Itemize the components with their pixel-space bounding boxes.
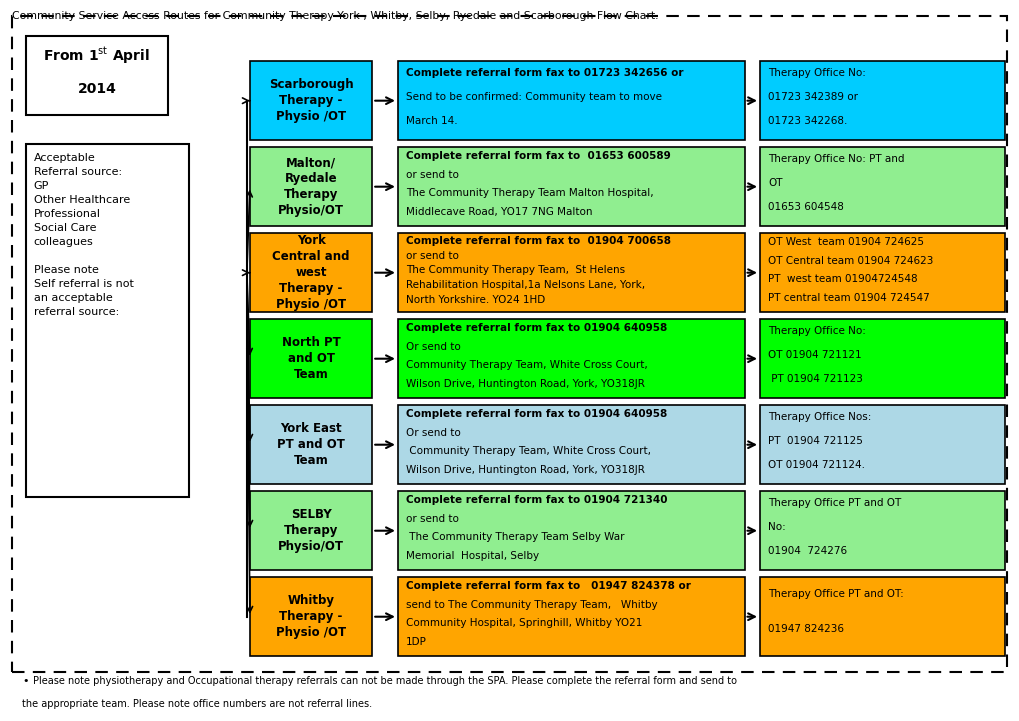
Text: From 1$^{\mathrm{st}}$ April: From 1$^{\mathrm{st}}$ April <box>44 45 150 66</box>
Text: Memorial  Hospital, Selby: Memorial Hospital, Selby <box>406 551 539 560</box>
Text: Please note physiotherapy and Occupational therapy referrals can not be made thr: Please note physiotherapy and Occupation… <box>33 676 736 686</box>
Text: 01947 824236: 01947 824236 <box>767 624 844 634</box>
FancyBboxPatch shape <box>250 491 372 570</box>
Text: Complete referral form fax to 01723 342656 or: Complete referral form fax to 01723 3426… <box>406 68 683 78</box>
Text: 01723 342389 or: 01723 342389 or <box>767 92 857 102</box>
Text: Whitby
Therapy -
Physio /OT: Whitby Therapy - Physio /OT <box>276 594 345 640</box>
FancyBboxPatch shape <box>397 319 744 398</box>
Text: 01653 604548: 01653 604548 <box>767 202 843 212</box>
Text: Or send to: Or send to <box>406 342 461 352</box>
FancyBboxPatch shape <box>397 61 744 141</box>
Text: Therapy Office No:: Therapy Office No: <box>767 68 865 78</box>
FancyBboxPatch shape <box>250 319 372 398</box>
Text: or send to: or send to <box>406 514 459 523</box>
FancyBboxPatch shape <box>759 319 1004 398</box>
Text: Complete referral form fax to 01904 640958: Complete referral form fax to 01904 6409… <box>406 323 666 333</box>
Text: Scarborough
Therapy -
Physio /OT: Scarborough Therapy - Physio /OT <box>269 78 353 123</box>
FancyBboxPatch shape <box>25 144 189 497</box>
FancyBboxPatch shape <box>397 147 744 226</box>
FancyBboxPatch shape <box>759 491 1004 570</box>
Text: OT Central team 01904 724623: OT Central team 01904 724623 <box>767 256 932 266</box>
Text: Community Service Access Routes for Community Therapy York , Whitby, Selby, Ryed: Community Service Access Routes for Comm… <box>12 11 658 21</box>
Text: Wilson Drive, Huntington Road, York, YO318JR: Wilson Drive, Huntington Road, York, YO3… <box>406 464 644 474</box>
Text: •: • <box>22 676 29 686</box>
Text: OT 01904 721121: OT 01904 721121 <box>767 350 861 360</box>
Text: Acceptable
Referral source:
GP
Other Healthcare
Professional
Social Care
colleag: Acceptable Referral source: GP Other Hea… <box>34 153 133 317</box>
Text: OT West  team 01904 724625: OT West team 01904 724625 <box>767 237 923 247</box>
Text: North PT
and OT
Team: North PT and OT Team <box>281 336 340 381</box>
FancyBboxPatch shape <box>759 577 1004 656</box>
FancyBboxPatch shape <box>759 61 1004 141</box>
Text: Malton/
Ryedale
Therapy
Physio/OT: Malton/ Ryedale Therapy Physio/OT <box>278 156 343 217</box>
FancyBboxPatch shape <box>759 147 1004 226</box>
FancyBboxPatch shape <box>25 36 168 115</box>
Text: 01723 342268.: 01723 342268. <box>767 116 847 126</box>
Text: Complete referral form fax to  01653 600589: Complete referral form fax to 01653 6005… <box>406 151 671 162</box>
Text: The Community Therapy Team Selby War: The Community Therapy Team Selby War <box>406 532 624 542</box>
FancyBboxPatch shape <box>250 233 372 312</box>
Text: Complete referral form fax to   01947 824378 or: Complete referral form fax to 01947 8243… <box>406 581 690 591</box>
Text: Or send to: Or send to <box>406 428 461 438</box>
Text: Complete referral form fax to 01904 721340: Complete referral form fax to 01904 7213… <box>406 495 666 505</box>
Text: March 14.: March 14. <box>406 116 458 126</box>
Text: SELBY
Therapy
Physio/OT: SELBY Therapy Physio/OT <box>278 508 343 553</box>
FancyBboxPatch shape <box>759 405 1004 485</box>
Text: 01904  724276: 01904 724276 <box>767 546 847 556</box>
Text: Therapy Office PT and OT:: Therapy Office PT and OT: <box>767 589 903 599</box>
Text: Community Hospital, Springhill, Whitby YO21: Community Hospital, Springhill, Whitby Y… <box>406 618 642 628</box>
Text: Therapy Office No:: Therapy Office No: <box>767 326 865 336</box>
Text: PT  01904 721125: PT 01904 721125 <box>767 436 862 446</box>
Text: York
Central and
west
Therapy -
Physio /OT: York Central and west Therapy - Physio /… <box>272 234 350 311</box>
FancyBboxPatch shape <box>250 405 372 485</box>
Text: Therapy Office No: PT and: Therapy Office No: PT and <box>767 154 904 164</box>
FancyBboxPatch shape <box>397 233 744 312</box>
Text: Community Therapy Team, White Cross Court,: Community Therapy Team, White Cross Cour… <box>406 446 650 456</box>
Text: PT central team 01904 724547: PT central team 01904 724547 <box>767 293 929 303</box>
Text: Therapy Office PT and OT: Therapy Office PT and OT <box>767 498 901 508</box>
Text: No:: No: <box>767 522 785 532</box>
Text: Community Therapy Team, White Cross Court,: Community Therapy Team, White Cross Cour… <box>406 360 647 370</box>
Text: OT 01904 721124.: OT 01904 721124. <box>767 460 864 470</box>
FancyBboxPatch shape <box>397 577 744 656</box>
FancyBboxPatch shape <box>397 491 744 570</box>
Text: The Community Therapy Team,  St Helens: The Community Therapy Team, St Helens <box>406 265 625 275</box>
Text: Middlecave Road, YO17 7NG Malton: Middlecave Road, YO17 7NG Malton <box>406 206 592 216</box>
Text: Therapy Office Nos:: Therapy Office Nos: <box>767 412 870 422</box>
Text: Send to be confirmed: Community team to move: Send to be confirmed: Community team to … <box>406 92 661 102</box>
Text: PT 01904 721123: PT 01904 721123 <box>767 374 862 384</box>
FancyBboxPatch shape <box>250 147 372 226</box>
Text: send to The Community Therapy Team,   Whitby: send to The Community Therapy Team, Whit… <box>406 600 657 610</box>
Text: the appropriate team. Please note office numbers are not referral lines.: the appropriate team. Please note office… <box>22 699 372 709</box>
Text: The Community Therapy Team Malton Hospital,: The Community Therapy Team Malton Hospit… <box>406 188 653 198</box>
Text: Wilson Drive, Huntington Road, York, YO318JR: Wilson Drive, Huntington Road, York, YO3… <box>406 379 644 389</box>
Text: 1DP: 1DP <box>406 637 426 647</box>
Text: Rehabilitation Hospital,1a Nelsons Lane, York,: Rehabilitation Hospital,1a Nelsons Lane,… <box>406 280 644 291</box>
Text: Complete referral form fax to 01904 640958: Complete referral form fax to 01904 6409… <box>406 410 666 420</box>
Text: Complete referral form fax to  01904 700658: Complete referral form fax to 01904 7006… <box>406 236 671 246</box>
Text: North Yorkshire. YO24 1HD: North Yorkshire. YO24 1HD <box>406 296 545 305</box>
Text: OT: OT <box>767 178 782 188</box>
FancyBboxPatch shape <box>397 405 744 485</box>
FancyBboxPatch shape <box>759 233 1004 312</box>
Text: or send to: or send to <box>406 250 459 260</box>
Text: PT  west team 01904724548: PT west team 01904724548 <box>767 274 917 284</box>
FancyBboxPatch shape <box>250 577 372 656</box>
Text: or send to: or send to <box>406 169 459 180</box>
Text: 2014: 2014 <box>77 81 116 96</box>
Text: York East
PT and OT
Team: York East PT and OT Team <box>277 423 344 467</box>
FancyBboxPatch shape <box>250 61 372 141</box>
